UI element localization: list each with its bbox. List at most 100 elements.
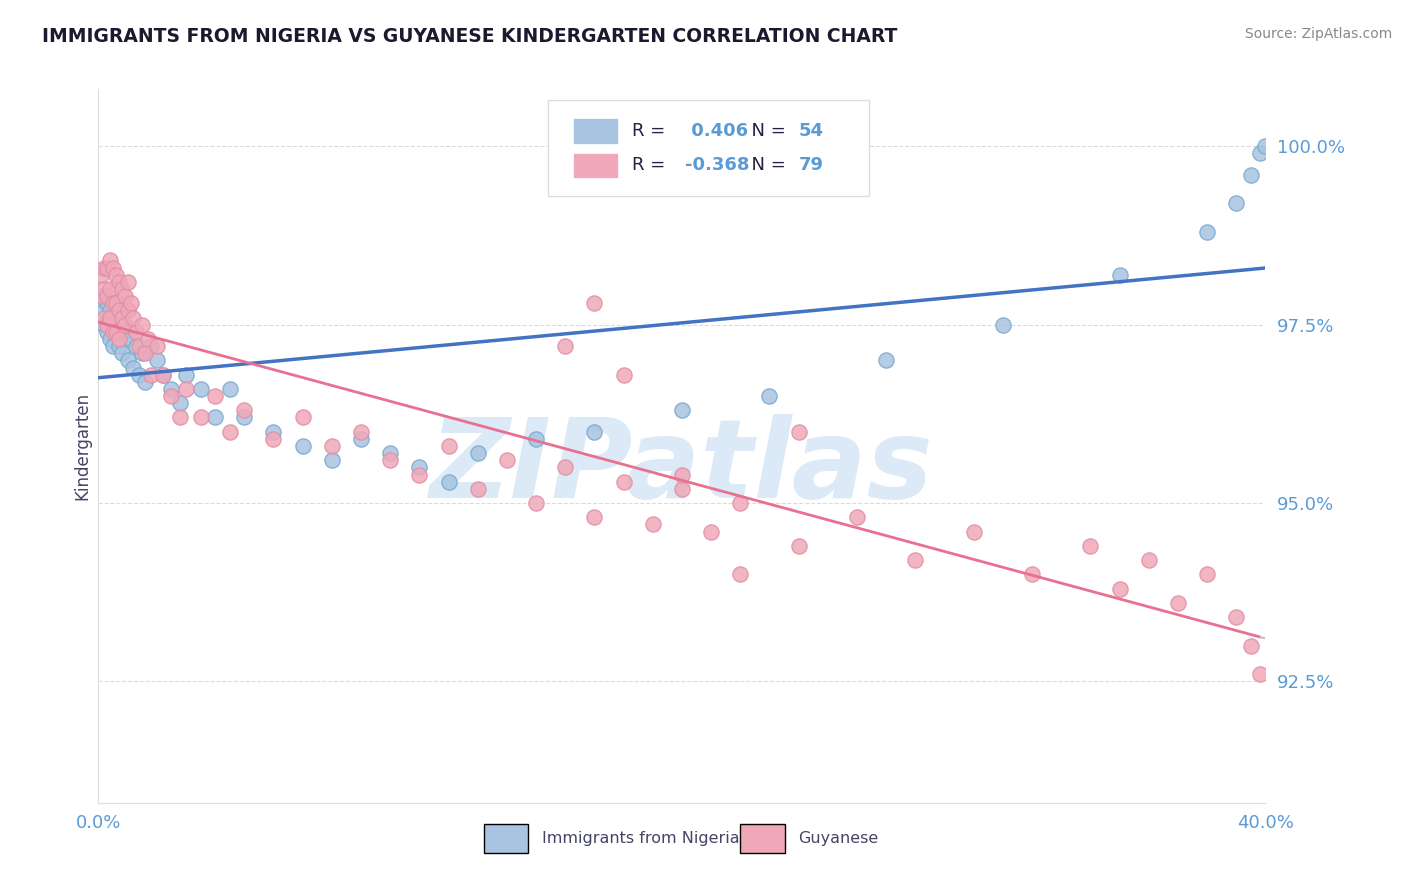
FancyBboxPatch shape	[548, 100, 869, 196]
Point	[1195, 567, 1218, 582]
Point	[128, 339, 150, 353]
Point	[408, 460, 430, 475]
Point	[467, 446, 489, 460]
Text: Source: ZipAtlas.com: Source: ZipAtlas.com	[1244, 27, 1392, 41]
Point	[350, 432, 373, 446]
FancyBboxPatch shape	[741, 824, 785, 853]
Point	[262, 425, 284, 439]
Text: 0.406: 0.406	[685, 121, 748, 139]
Point	[125, 339, 148, 353]
Point	[437, 439, 460, 453]
Point	[524, 496, 547, 510]
Text: 54: 54	[799, 121, 824, 139]
Point	[204, 389, 226, 403]
Point	[98, 282, 121, 296]
Point	[108, 339, 131, 353]
Text: -0.368: -0.368	[685, 156, 749, 174]
Point	[496, 453, 519, 467]
Point	[101, 296, 124, 310]
Point	[134, 375, 156, 389]
Point	[380, 446, 402, 460]
Point	[93, 318, 115, 332]
Point	[233, 403, 256, 417]
Text: N =: N =	[741, 121, 792, 139]
Point	[554, 339, 576, 353]
Point	[104, 268, 127, 282]
Point	[641, 517, 664, 532]
Point	[160, 382, 183, 396]
Point	[204, 410, 226, 425]
Point	[169, 410, 191, 425]
Point	[139, 368, 162, 382]
Point	[612, 475, 634, 489]
Point	[350, 425, 373, 439]
Point	[1167, 596, 1189, 610]
Point	[131, 318, 153, 332]
Point	[98, 310, 121, 325]
Point	[152, 368, 174, 382]
Point	[1080, 539, 1102, 553]
Point	[583, 510, 606, 524]
Point	[111, 282, 134, 296]
Point	[117, 303, 139, 318]
Point	[321, 453, 343, 467]
Point	[93, 310, 115, 325]
Point	[104, 296, 127, 310]
Point	[114, 325, 136, 339]
Point	[96, 289, 118, 303]
Point	[1021, 567, 1043, 582]
Text: Guyanese: Guyanese	[799, 831, 879, 846]
Point	[1225, 610, 1247, 624]
Text: ZIPatlas: ZIPatlas	[430, 414, 934, 521]
Point	[108, 310, 131, 325]
Point	[90, 289, 112, 303]
Point	[174, 382, 197, 396]
Point	[190, 382, 212, 396]
Point	[190, 410, 212, 425]
Point	[700, 524, 723, 539]
Point	[117, 303, 139, 318]
Text: 79: 79	[799, 156, 824, 174]
FancyBboxPatch shape	[574, 153, 617, 178]
Point	[1108, 268, 1130, 282]
Point	[612, 368, 634, 382]
Point	[437, 475, 460, 489]
Point	[321, 439, 343, 453]
Point	[524, 432, 547, 446]
Point	[991, 318, 1014, 332]
Point	[93, 303, 115, 318]
Point	[108, 332, 131, 346]
Point	[467, 482, 489, 496]
Point	[96, 318, 118, 332]
Point	[846, 510, 869, 524]
Point	[1249, 667, 1271, 681]
Point	[1108, 582, 1130, 596]
Text: N =: N =	[741, 156, 792, 174]
Text: IMMIGRANTS FROM NIGERIA VS GUYANESE KINDERGARTEN CORRELATION CHART: IMMIGRANTS FROM NIGERIA VS GUYANESE KIND…	[42, 27, 897, 45]
Point	[1240, 639, 1263, 653]
Point	[117, 353, 139, 368]
Point	[122, 360, 145, 375]
Point	[101, 339, 124, 353]
Point	[98, 303, 121, 318]
Point	[730, 496, 752, 510]
Point	[1225, 196, 1247, 211]
Point	[160, 389, 183, 403]
Point	[152, 368, 174, 382]
Point	[218, 425, 240, 439]
Point	[108, 303, 131, 318]
Text: R =: R =	[631, 156, 671, 174]
Point	[101, 260, 124, 275]
Point	[787, 425, 810, 439]
Point	[169, 396, 191, 410]
Point	[583, 296, 606, 310]
Point	[96, 325, 118, 339]
Point	[96, 260, 118, 275]
Point	[108, 275, 131, 289]
Point	[104, 296, 127, 310]
Point	[117, 275, 139, 289]
Point	[554, 460, 576, 475]
Point	[671, 482, 693, 496]
Point	[146, 353, 169, 368]
Point	[583, 425, 606, 439]
